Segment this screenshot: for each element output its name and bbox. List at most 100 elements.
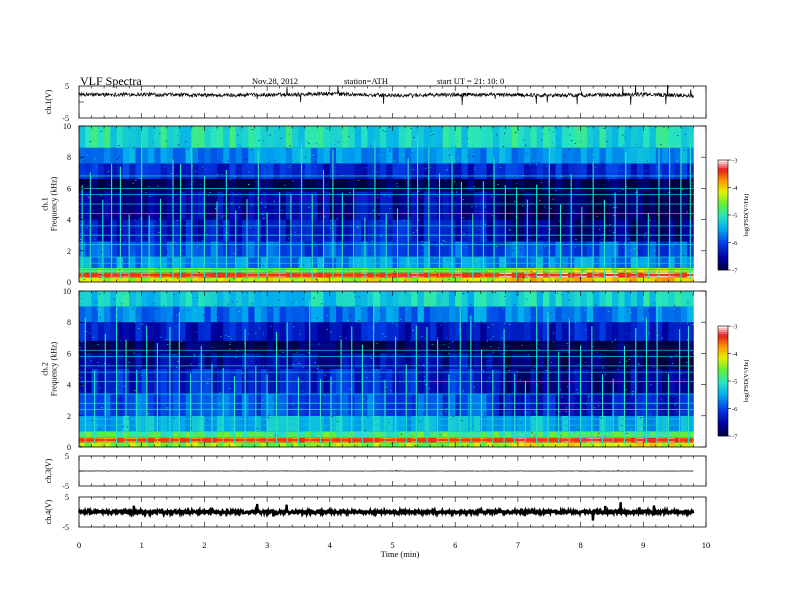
psd-speckle [208, 378, 210, 380]
psd-speckle [177, 135, 179, 137]
psd-speckle [149, 305, 151, 307]
psd-cell [248, 257, 255, 268]
psd-speckle [95, 302, 97, 303]
psd-cell [248, 442, 255, 447]
psd-speckle [398, 337, 400, 339]
psd-cell [455, 306, 462, 323]
psd-speckle [617, 302, 619, 304]
psd-speckle [510, 237, 512, 239]
psd-speckle [347, 320, 349, 322]
psd-cell [310, 191, 318, 220]
psd-cell [147, 191, 155, 220]
psd-cell [135, 163, 142, 180]
psd-cell [97, 241, 105, 258]
psd-cell [536, 306, 544, 323]
psd-speckle [643, 302, 645, 304]
psd-cell [618, 415, 625, 432]
psd-speckle [251, 138, 253, 140]
psd-speckle [500, 227, 502, 229]
psd-speckle [630, 429, 632, 430]
psd-speckle [259, 327, 261, 329]
colorbar-cell [718, 268, 728, 271]
psd-speckle [341, 132, 343, 134]
psd-cell [79, 322, 86, 341]
psd-speckle [221, 216, 223, 218]
psd-cell [411, 393, 418, 416]
psd-cell [292, 353, 299, 369]
psd-cell [298, 340, 306, 354]
psd-cell [618, 393, 625, 416]
psd-speckle [507, 345, 509, 347]
psd-cell [524, 147, 531, 164]
psd-speckle [284, 184, 286, 186]
psd-speckle [269, 134, 271, 136]
psd-speckle [692, 207, 694, 208]
psd-speckle [504, 185, 506, 187]
psd-speckle [348, 136, 350, 138]
psd-cell [637, 442, 644, 447]
psd-cell [467, 163, 475, 180]
psd-speckle [376, 392, 378, 394]
psd-speckle [586, 127, 588, 129]
psd-cell [542, 277, 550, 282]
psd-speckle [273, 401, 275, 403]
psd-speckle [592, 346, 594, 348]
psd-speckle [173, 265, 175, 266]
colorbar-cell [718, 172, 728, 175]
psd-cell [386, 340, 393, 354]
psd-cell [624, 340, 632, 354]
psd-speckle [140, 264, 142, 265]
psd-speckle [265, 307, 267, 309]
psd-speckle [165, 228, 168, 229]
psd-speckle [269, 271, 271, 272]
psd-cell [104, 353, 111, 369]
psd-cell [285, 415, 293, 432]
colorbar-cell [718, 368, 728, 371]
psd-cell [398, 257, 406, 268]
psd-speckle [569, 332, 572, 334]
psd-cell [210, 431, 218, 438]
psd-cell [254, 306, 262, 323]
station-label: station=ATH [344, 76, 388, 86]
psd-cell [223, 415, 230, 432]
psd-cell [154, 322, 161, 341]
psd-cell [643, 267, 650, 273]
psd-cell [436, 340, 443, 354]
psd-cell [210, 147, 218, 164]
psd-speckle [180, 419, 182, 421]
psd-cell [179, 163, 186, 180]
psd-cell [379, 353, 387, 369]
psd-speckle [601, 129, 604, 130]
psd-cell [517, 442, 525, 447]
psd-cell [279, 267, 287, 273]
psd-speckle [581, 270, 584, 272]
psd-speckle [420, 196, 422, 198]
psd-cell [649, 241, 657, 258]
psd-speckle [99, 308, 101, 310]
psd-cell [586, 306, 594, 323]
psd-cell [179, 277, 186, 282]
psd-speckle [414, 445, 416, 446]
psd-speckle [217, 272, 219, 274]
psd-speckle [489, 268, 492, 270]
psd-cell [160, 322, 168, 341]
psd-speckle [601, 238, 603, 240]
psd-speckle [430, 130, 432, 132]
psd-speckle [271, 344, 273, 346]
psd-cell [379, 277, 387, 282]
psd-cell [574, 163, 581, 180]
psd-cell [292, 163, 299, 180]
psd-speckle [122, 366, 124, 368]
colorbar-cell [718, 236, 728, 239]
psd-cell [379, 393, 387, 416]
psd-speckle [561, 294, 563, 295]
psd-speckle [387, 277, 389, 279]
psd-cell [599, 147, 606, 164]
psd-speckle [686, 211, 688, 213]
psd-cell [354, 322, 362, 341]
psd-cell [649, 415, 657, 432]
psd-cell [455, 241, 462, 258]
psd-cell [361, 393, 368, 416]
psd-speckle [360, 308, 362, 309]
